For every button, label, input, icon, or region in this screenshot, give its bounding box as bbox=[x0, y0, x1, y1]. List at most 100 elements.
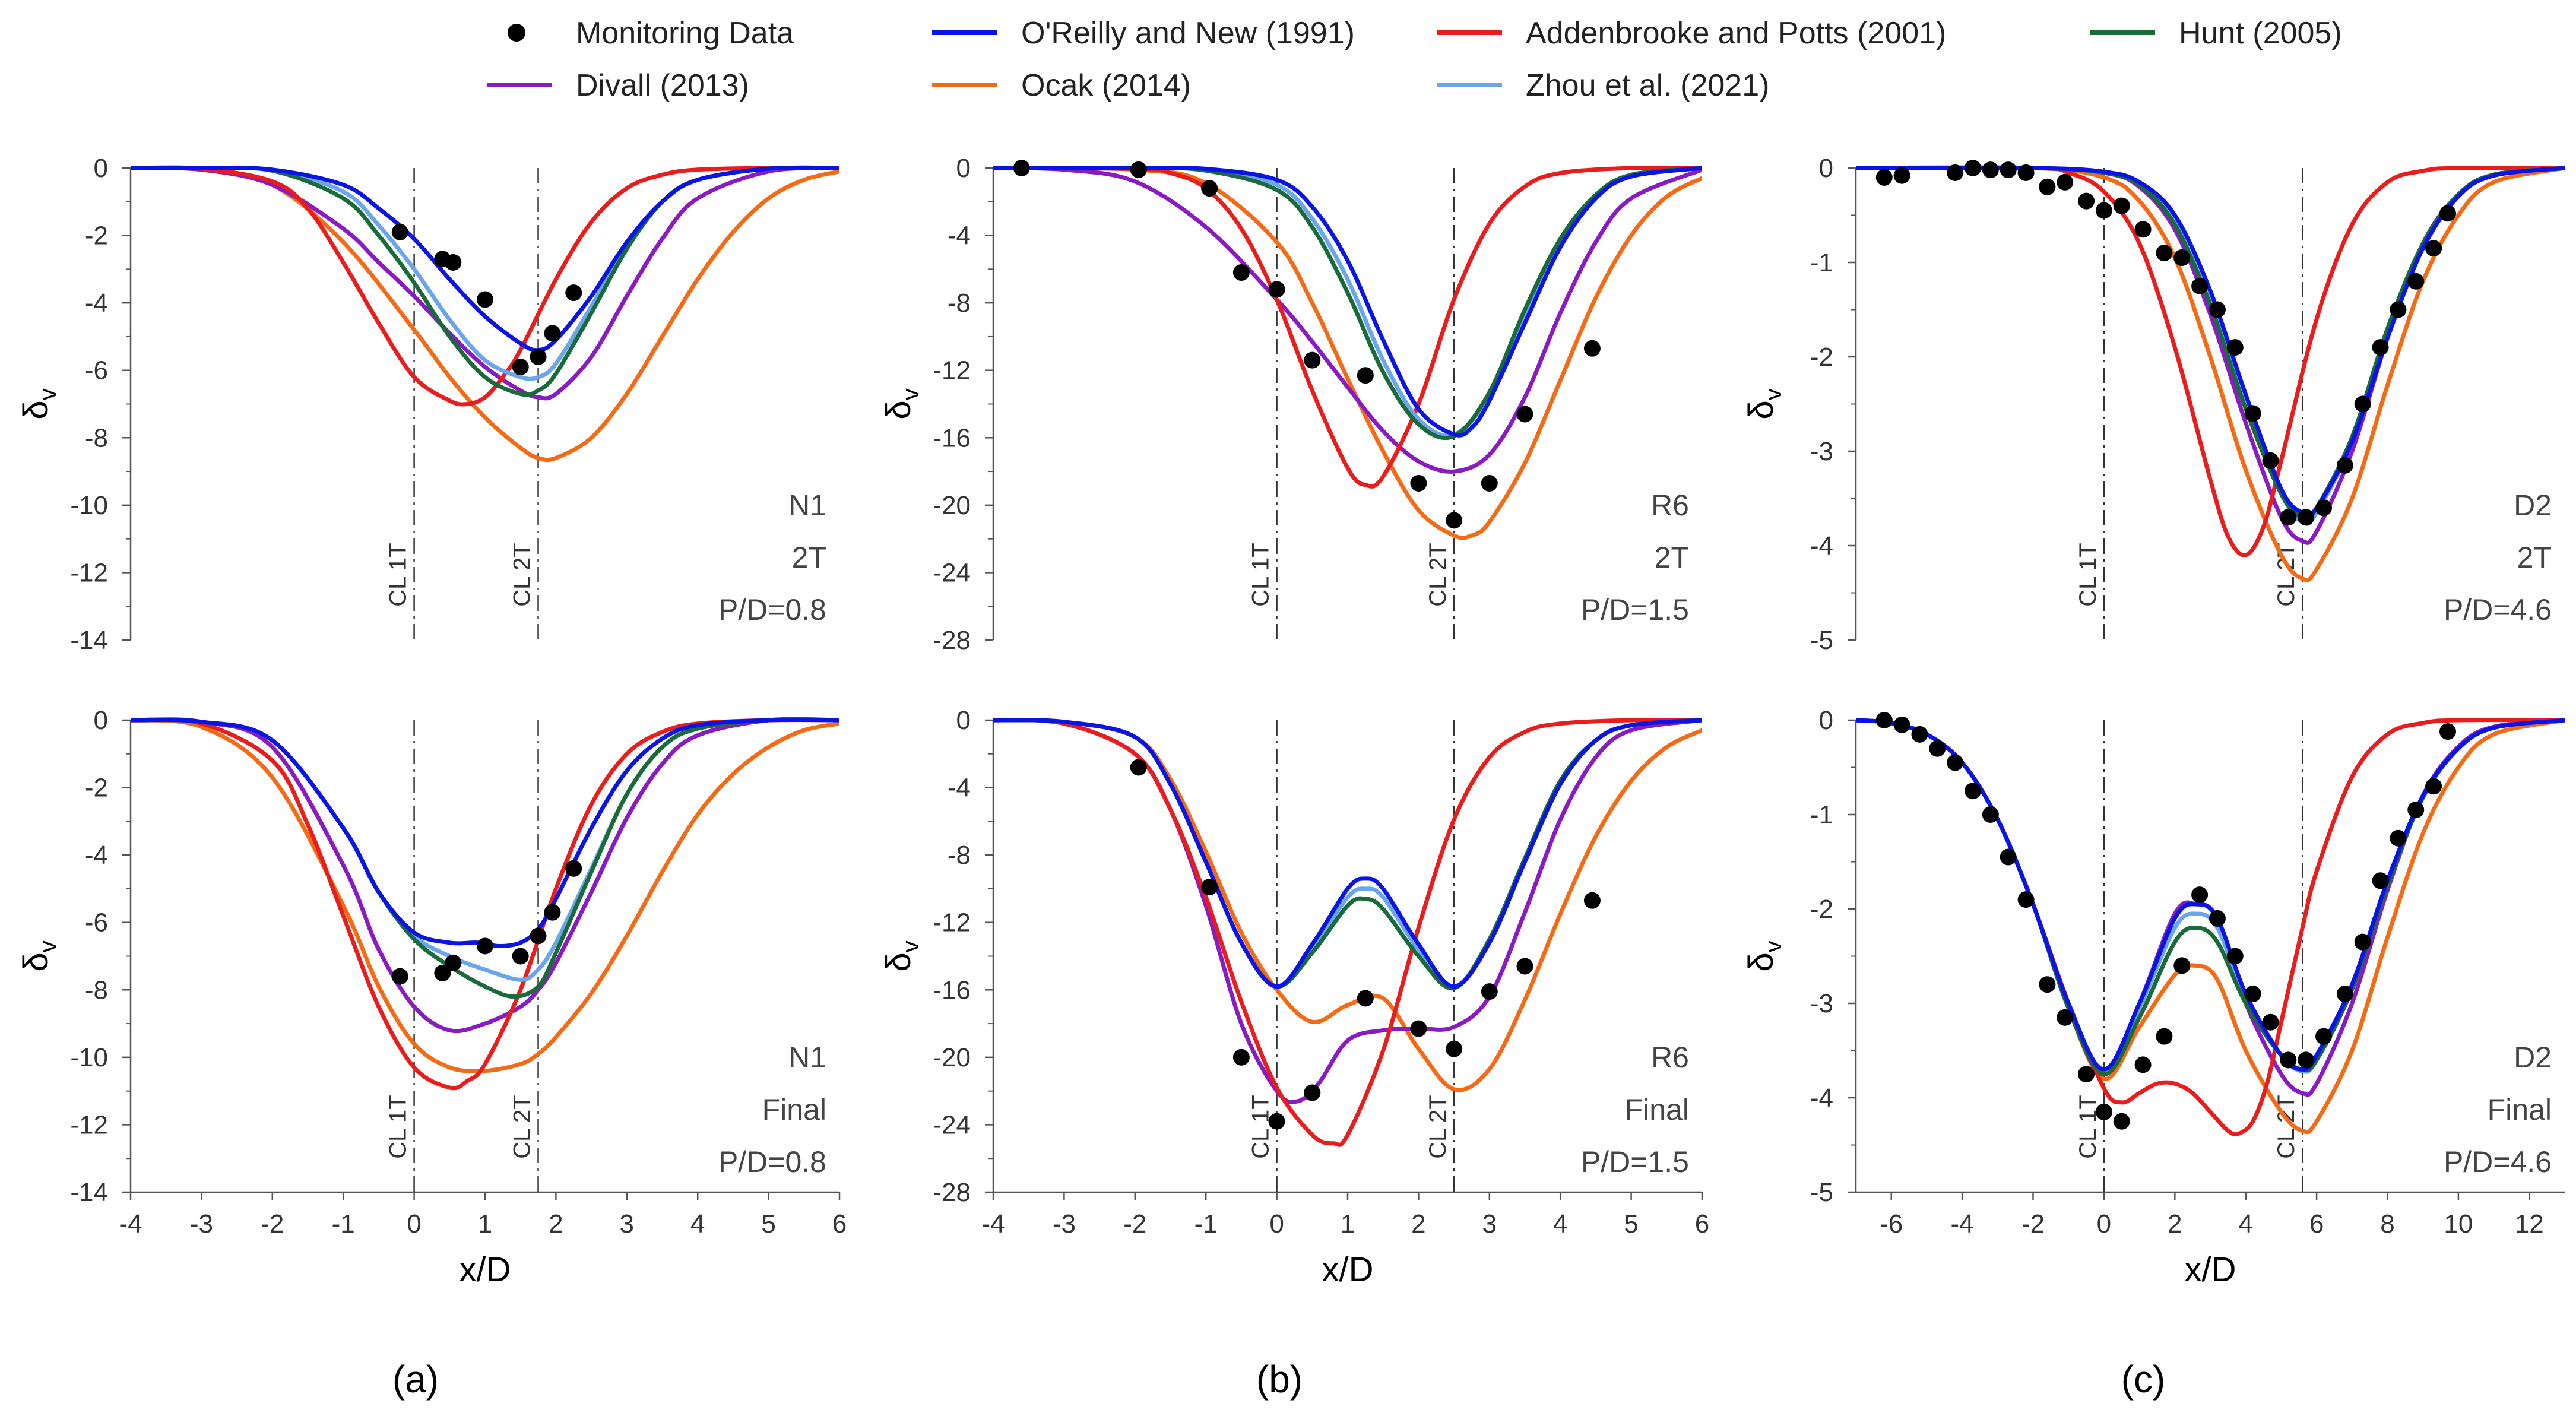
monitoring-point bbox=[1965, 783, 1982, 800]
y-tick-label: -6 bbox=[85, 356, 108, 385]
y-tick-label: -1 bbox=[1810, 248, 1833, 277]
series-line-hunt-2005 bbox=[1856, 718, 2565, 1076]
legend-label-oreilly: O'Reilly and New (1991) bbox=[1021, 16, 1355, 50]
legend-entry-zhou: Zhou et al. (2021) bbox=[1437, 68, 1769, 103]
x-tick-label: 2 bbox=[549, 1209, 563, 1238]
y-axis-label-sub: v bbox=[35, 388, 61, 400]
monitoring-point bbox=[1583, 340, 1601, 357]
monitoring-point bbox=[2191, 277, 2209, 294]
monitoring-point bbox=[2000, 161, 2017, 179]
y-axis-label-main: δ bbox=[1742, 952, 1780, 971]
panel-annotation: R6 bbox=[1651, 1041, 1689, 1074]
series-line-divall-2013 bbox=[131, 166, 839, 401]
panel-annotation: P/D=4.6 bbox=[2444, 593, 2552, 626]
x-tick-label: 4 bbox=[1553, 1209, 1567, 1238]
monitoring-point bbox=[2336, 986, 2353, 1003]
monitoring-point bbox=[1875, 169, 1893, 186]
monitoring-point bbox=[2315, 1028, 2333, 1045]
monitoring-point bbox=[530, 927, 547, 945]
monitoring-point bbox=[2173, 957, 2191, 974]
legend-label-divall: Divall (2013) bbox=[576, 68, 749, 103]
y-axis-label: δv bbox=[1742, 940, 1786, 971]
monitoring-point bbox=[1446, 1040, 1463, 1057]
monitoring-point bbox=[1965, 160, 1982, 176]
series-line-o-reilly-and-new-1991 bbox=[1856, 166, 2565, 518]
x-tick-label: -4 bbox=[1951, 1209, 1974, 1238]
y-axis-label-main: δ bbox=[17, 952, 55, 971]
monitoring-point bbox=[2134, 1056, 2152, 1073]
monitoring-point bbox=[2134, 221, 2152, 238]
legend-marker-monitoring bbox=[508, 24, 525, 42]
monitoring-point bbox=[1130, 161, 1147, 178]
y-tick-label: 0 bbox=[94, 706, 108, 735]
y-axis-label-sub: v bbox=[1760, 940, 1786, 952]
monitoring-point bbox=[2156, 245, 2173, 262]
monitoring-point bbox=[1130, 759, 1147, 776]
monitoring-point bbox=[1516, 406, 1533, 423]
panel-annotation: D2 bbox=[2514, 1041, 2552, 1074]
legend-entry-ocak: Ocak (2014) bbox=[932, 68, 1191, 103]
y-tick-label: -10 bbox=[70, 1043, 108, 1072]
monitoring-point bbox=[2039, 976, 2056, 993]
monitoring-point bbox=[1911, 726, 1928, 743]
y-tick-label: -24 bbox=[933, 1110, 971, 1139]
y-tick-label: -4 bbox=[85, 841, 108, 870]
monitoring-point bbox=[2057, 1009, 2074, 1026]
series-line-addenbrooke-and-potts-2001 bbox=[1856, 165, 2565, 557]
monitoring-point bbox=[1947, 754, 1964, 771]
x-tick-label: 6 bbox=[1695, 1209, 1709, 1238]
series-line-o-reilly-and-new-1991 bbox=[993, 718, 1702, 989]
panel-annotation: P/D=0.8 bbox=[718, 593, 826, 626]
series-line-o-reilly-and-new-1991 bbox=[131, 165, 839, 353]
monitoring-point bbox=[1893, 716, 1910, 733]
x-axis-label: x/D bbox=[1322, 1250, 1374, 1289]
monitoring-point bbox=[2000, 848, 2017, 866]
series-line-divall-2013 bbox=[993, 166, 1702, 474]
panel-a-top: 0 -2 -4 -6 -8 -10 -12 -14 δv CL 1T CL 2T N1 2T P/D=0.… bbox=[17, 154, 839, 655]
series-line-divall-2013 bbox=[993, 718, 1702, 1104]
y-tick-label: -1 bbox=[1810, 800, 1833, 829]
monitoring-point bbox=[512, 948, 529, 965]
x-tick-label: 1 bbox=[478, 1209, 492, 1238]
panel-annotation: 2T bbox=[1655, 541, 1689, 574]
x-tick-label: -6 bbox=[1880, 1209, 1903, 1238]
x-tick-label: 10 bbox=[2444, 1209, 2473, 1238]
monitoring-point bbox=[1232, 264, 1250, 281]
legend-label-hunt: Hunt (2005) bbox=[2179, 16, 2342, 50]
x-tick-label: -2 bbox=[261, 1209, 284, 1238]
y-axis-label-sub: v bbox=[1760, 388, 1786, 400]
panel-c-bottom: 0-1-2-3-4-5δv-6 -4 -2 0 2 4 6 8 10 12x/DCL 1T CL 2… bbox=[1742, 706, 2565, 1289]
monitoring-point bbox=[2244, 405, 2261, 422]
monitoring-point bbox=[2095, 202, 2112, 219]
series-line-hunt-2005 bbox=[993, 166, 1702, 441]
y-tick-label: -6 bbox=[85, 908, 108, 937]
legend: Monitoring Data O'Reilly and New (1991) Ad… bbox=[487, 16, 2342, 103]
panel-annotation: Final bbox=[1625, 1093, 1689, 1126]
y-axis-label-main: δ bbox=[17, 400, 55, 419]
monitoring-point bbox=[1357, 990, 1374, 1007]
panel-annotation: Final bbox=[762, 1093, 826, 1126]
centerline-label-cl-1t: CL 1T bbox=[2075, 543, 2101, 606]
legend-entry-addenbrooke: Addenbrooke and Potts (2001) bbox=[1437, 16, 1946, 50]
panel-annotation: N1 bbox=[788, 1041, 826, 1074]
monitoring-point bbox=[1232, 1048, 1250, 1066]
y-tick-label: -5 bbox=[1810, 1178, 1833, 1207]
x-tick-label: 6 bbox=[2309, 1209, 2324, 1238]
monitoring-point bbox=[1516, 958, 1533, 975]
legend-entry-hunt: Hunt (2005) bbox=[2090, 16, 2342, 50]
y-tick-label: -10 bbox=[70, 491, 108, 520]
y-axis-label-main: δ bbox=[879, 400, 918, 419]
monitoring-point bbox=[2262, 452, 2279, 469]
y-tick-label: -4 bbox=[948, 774, 971, 803]
y-tick-label: -8 bbox=[85, 423, 108, 452]
x-tick-label: -3 bbox=[190, 1209, 213, 1238]
monitoring-point bbox=[1201, 879, 1218, 896]
monitoring-point bbox=[477, 291, 493, 308]
monitoring-point bbox=[1357, 367, 1374, 384]
monitoring-point bbox=[2439, 723, 2456, 740]
series-lines bbox=[131, 717, 839, 1091]
y-tick-label: -12 bbox=[933, 908, 971, 937]
monitoring-point bbox=[2354, 395, 2371, 413]
x-axis-label: x/D bbox=[2185, 1250, 2236, 1289]
